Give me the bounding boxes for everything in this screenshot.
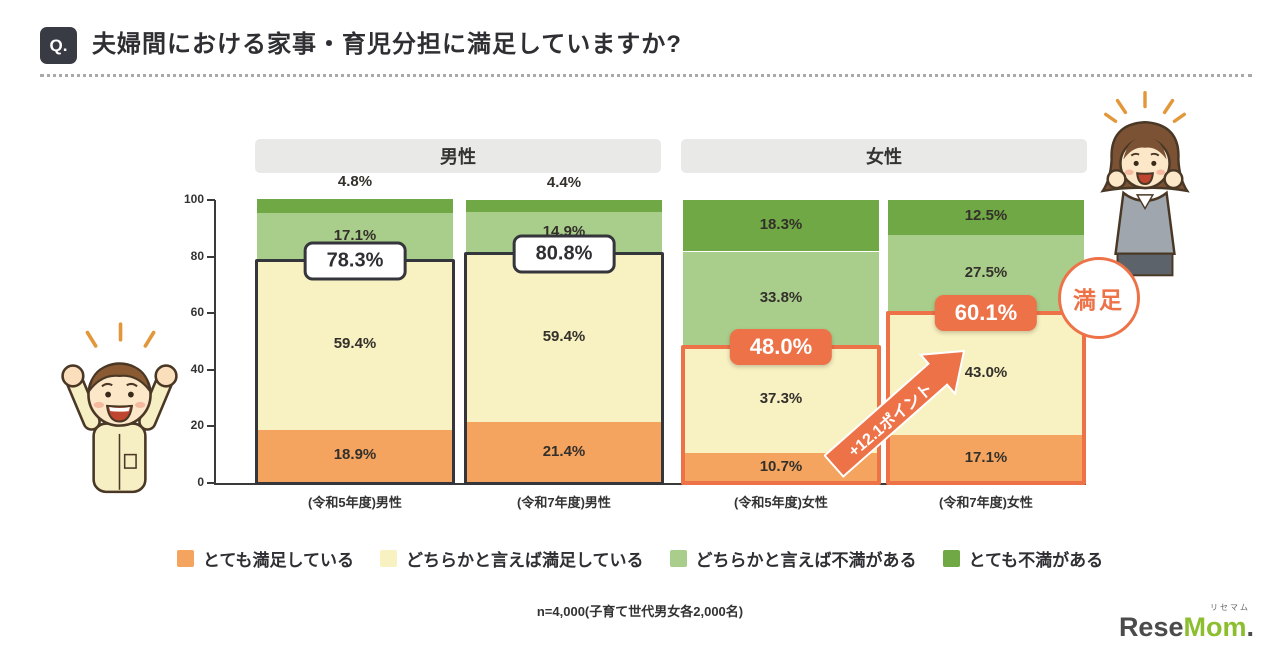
bar-segment <box>257 261 453 430</box>
logo-dot: . <box>1246 612 1254 642</box>
y-tick-label: 80 <box>190 248 204 263</box>
legend-item: とても満足している <box>176 546 354 571</box>
satisfied-region-outline <box>255 259 455 485</box>
y-tick-mark <box>207 255 215 258</box>
bar-segment <box>466 254 662 423</box>
bar-segment <box>888 434 1084 483</box>
group-header-women: 女性 <box>681 139 1087 173</box>
x-axis-category: (令和7年度)男性 <box>517 495 611 510</box>
bar-segment <box>257 199 453 213</box>
segment-value-label: 21.4% <box>542 442 586 460</box>
legend-item: どちらかと言えば不満がある <box>669 546 917 571</box>
legend-swatch <box>176 550 194 567</box>
y-tick-label: 60 <box>190 305 204 320</box>
excitement-lines-icon <box>1104 91 1186 123</box>
segment-value-label: 43.0% <box>964 363 1008 381</box>
increase-arrow: +12.1ポイント <box>824 349 966 478</box>
x-axis-category: (令和5年度)女性 <box>734 495 828 510</box>
segment-value-label: 18.3% <box>759 215 803 233</box>
title-divider <box>40 74 1252 77</box>
satisfied-region-outline <box>464 252 664 485</box>
bar-segment <box>466 422 662 483</box>
satisfaction-badge: 満足 <box>1058 257 1140 339</box>
legend-label: とても満足している <box>202 551 354 570</box>
segment-value-label: 37.3% <box>759 389 803 407</box>
legend-label: どちらかと言えば満足している <box>406 551 644 570</box>
logo-part-rese: Rese <box>1118 612 1184 642</box>
legend-label: どちらかと言えば不満がある <box>695 551 917 570</box>
legend-swatch <box>669 550 687 567</box>
x-axis-category: (令和7年度)女性 <box>939 495 1033 510</box>
y-tick-label: 40 <box>190 361 204 376</box>
question-badge: Q. <box>40 27 77 64</box>
segment-value-label: 17.1% <box>964 448 1008 466</box>
x-axis-category: (令和5年度)男性 <box>308 495 402 510</box>
excitement-lines-icon <box>85 322 156 348</box>
satisfied-total-label: 78.3% <box>303 241 407 281</box>
logo-ruby: リセマム <box>1210 603 1250 612</box>
segment-value-label: 12.5% <box>964 207 1008 225</box>
page-title: 夫婦間における家事・育児分担に満足していますか? <box>92 31 682 58</box>
bar-segment <box>257 429 453 483</box>
segment-value-label: 4.8% <box>337 173 373 191</box>
y-tick-mark <box>207 482 215 484</box>
y-tick-mark <box>207 312 215 315</box>
legend-item: とても不満がある <box>942 546 1104 571</box>
segment-value-label: 17.1% <box>333 227 377 245</box>
y-tick-mark <box>207 368 215 371</box>
segment-value-label: 4.4% <box>546 173 582 191</box>
happy-woman-illustration <box>1100 91 1190 277</box>
logo-text: ReseMom. <box>1119 612 1254 642</box>
bar-segment <box>683 199 879 252</box>
y-tick-mark <box>207 199 215 201</box>
chart-legend: とても満足している どちらかと言えば満足している どちらかと言えば不満がある とても不… <box>0 546 1280 571</box>
legend-item: どちらかと言えば満足している <box>380 546 644 571</box>
bar-segment <box>888 199 1084 236</box>
y-tick-label: 100 <box>183 192 204 206</box>
segment-value-label: 33.8% <box>759 289 803 307</box>
satisfied-total-label: 48.0% <box>729 329 833 366</box>
resemom-logo: リセマム ReseMom. <box>1119 604 1254 641</box>
segment-value-label: 27.5% <box>964 264 1008 281</box>
logo-part-mom: Mom <box>1183 612 1247 642</box>
segment-value-label: 18.9% <box>333 446 377 464</box>
segment-value-label: 10.7% <box>759 457 803 475</box>
cheering-boy-illustration <box>61 322 178 494</box>
y-tick-label: 20 <box>190 418 204 433</box>
satisfied-total-label: 60.1% <box>934 294 1038 331</box>
segment-value-label: 59.4% <box>542 328 586 346</box>
legend-label: とても不満がある <box>968 551 1104 570</box>
legend-swatch <box>380 550 397 567</box>
arrow-label: +12.1ポイント <box>844 379 936 461</box>
group-header-men: 男性 <box>255 139 661 173</box>
y-tick-mark <box>207 425 215 428</box>
satisfied-total-label: 80.8% <box>512 234 616 274</box>
y-tick-label: 0 <box>197 475 204 489</box>
y-axis-line <box>214 200 216 485</box>
bar-segment <box>466 199 662 213</box>
segment-value-label: 59.4% <box>333 335 377 353</box>
sample-size-note: n=4,000(子育て世代男女各2,000名) <box>536 604 744 619</box>
legend-swatch <box>942 550 960 567</box>
